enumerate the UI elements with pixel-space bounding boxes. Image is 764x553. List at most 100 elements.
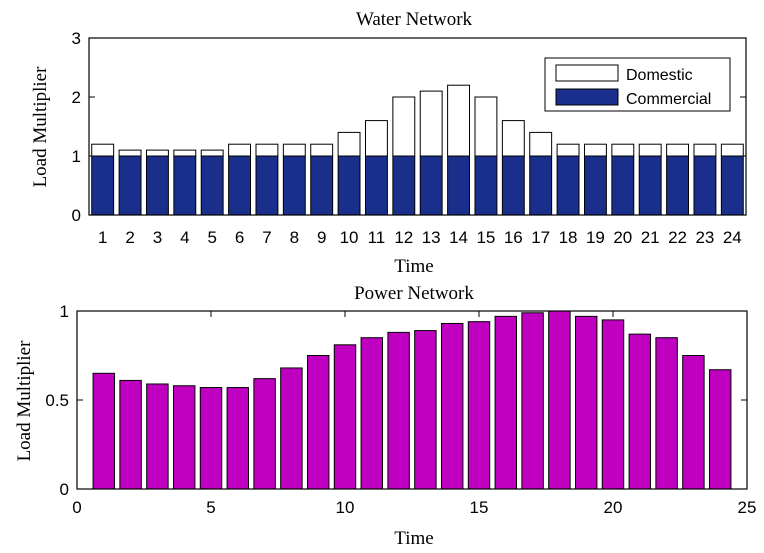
water-x-tick-label: 5 <box>207 228 216 247</box>
power-x-tick-label: 5 <box>206 498 215 517</box>
water-bar-commercial <box>638 155 662 216</box>
water-x-tick-label: 16 <box>504 228 523 247</box>
water-bar-domestic <box>145 149 169 157</box>
water-x-tick-label: 19 <box>586 228 605 247</box>
water-bar-domestic <box>720 143 744 157</box>
water-x-tick-label: 24 <box>723 228 742 247</box>
water-bar-commercial <box>200 155 224 216</box>
power-bar <box>414 330 437 490</box>
power-bar <box>92 372 116 490</box>
power-bar <box>628 333 652 490</box>
water-x-tick-label: 14 <box>449 228 468 247</box>
power-bar <box>306 355 330 490</box>
water-bar-commercial <box>364 155 388 216</box>
power-y-tick-label: 0.5 <box>45 391 69 410</box>
power-bar <box>682 355 705 490</box>
power-bar <box>280 367 303 490</box>
water-bar-commercial <box>118 155 142 216</box>
legend-swatch-commercial <box>555 88 619 106</box>
water-x-tick-label: 8 <box>290 228 299 247</box>
water-bar-domestic <box>419 90 443 157</box>
water-x-tick-label: 22 <box>668 228 687 247</box>
water-y-tick-label: 2 <box>72 88 81 107</box>
power-x-tick-label: 10 <box>336 498 355 517</box>
water-x-tick-label: 3 <box>153 228 162 247</box>
water-bar-domestic <box>173 149 197 157</box>
water-chart-title: Water Network <box>356 9 473 30</box>
water-bar-commercial <box>447 155 471 216</box>
water-bar-domestic <box>693 143 717 157</box>
water-bar-commercial <box>474 155 498 216</box>
power-x-ticks: 0 5 10 15 20 25 <box>72 311 756 517</box>
water-bar-domestic <box>91 143 115 157</box>
water-bar-commercial <box>720 155 744 216</box>
water-bar-domestic <box>474 96 498 157</box>
water-bar-domestic <box>666 143 690 157</box>
legend-label-commercial: Commercial <box>626 91 711 108</box>
water-legend: Domestic Commercial <box>544 57 731 112</box>
water-bar-domestic <box>529 131 553 157</box>
power-y-tick-label: 1 <box>60 302 69 321</box>
water-bar-domestic <box>501 120 525 157</box>
water-bar-commercial <box>693 155 717 216</box>
water-bar-commercial <box>255 155 279 216</box>
water-bar-domestic <box>364 120 388 157</box>
water-x-tick-label: 11 <box>368 228 386 247</box>
water-bar-commercial <box>145 155 169 216</box>
water-bar-domestic <box>282 143 306 157</box>
water-x-tick-label: 20 <box>613 228 632 247</box>
water-bar-domestic <box>556 143 580 157</box>
power-bar <box>172 385 196 490</box>
power-bar <box>226 387 250 490</box>
power-bar <box>387 331 410 490</box>
power-bar <box>360 337 384 490</box>
water-y-tick-label: 0 <box>72 206 81 225</box>
water-y-tick-label: 3 <box>72 29 81 48</box>
water-x-tick-label: 6 <box>235 228 244 247</box>
power-bar <box>146 383 169 490</box>
power-bar <box>601 319 625 490</box>
water-bar-commercial <box>529 155 553 216</box>
water-x-tick-label: 15 <box>476 228 495 247</box>
water-x-tick-label: 12 <box>394 228 413 247</box>
water-bar-domestic <box>255 143 279 157</box>
power-bar <box>548 310 571 490</box>
water-bar-domestic <box>583 143 607 157</box>
water-x-ticks: 1 2 3 4 5 6 7 8 9 10 11 12 13 14 15 16 17 18 19 20 21 22 23 24 <box>98 210 742 247</box>
water-x-tick-label: 18 <box>559 228 578 247</box>
power-bar <box>253 378 276 490</box>
power-bar <box>440 322 464 490</box>
water-x-axis-label: Time <box>394 256 433 277</box>
water-bar-commercial <box>310 155 334 216</box>
water-bar-commercial <box>419 155 443 216</box>
water-bar-commercial <box>666 155 690 216</box>
power-bar <box>333 344 357 490</box>
water-y-tick-label: 1 <box>72 147 81 166</box>
water-bar-commercial <box>392 155 416 216</box>
water-x-tick-label: 10 <box>340 228 359 247</box>
water-bars <box>91 84 744 216</box>
water-bar-commercial <box>91 155 115 216</box>
power-bar <box>119 379 142 490</box>
water-bar-domestic <box>392 96 416 157</box>
legend-label-domestic: Domestic <box>626 67 693 84</box>
water-bar-domestic <box>310 143 334 157</box>
power-x-tick-label: 25 <box>738 498 757 517</box>
water-x-tick-label: 23 <box>695 228 714 247</box>
water-x-tick-label: 7 <box>262 228 271 247</box>
power-bar <box>199 387 223 490</box>
water-x-tick-label: 2 <box>125 228 134 247</box>
water-bar-domestic <box>200 149 224 157</box>
water-bar-domestic <box>228 143 252 157</box>
water-x-tick-label: 21 <box>641 228 660 247</box>
power-bar <box>521 312 544 490</box>
power-bar <box>494 315 518 490</box>
water-y-axis-label: Load Multiplier <box>30 66 51 188</box>
water-bar-domestic <box>118 149 142 157</box>
power-y-axis-label: Load Multiplier <box>14 340 35 462</box>
water-bar-commercial <box>583 155 607 216</box>
legend-swatch-domestic <box>555 64 619 82</box>
water-bar-commercial <box>282 155 306 216</box>
